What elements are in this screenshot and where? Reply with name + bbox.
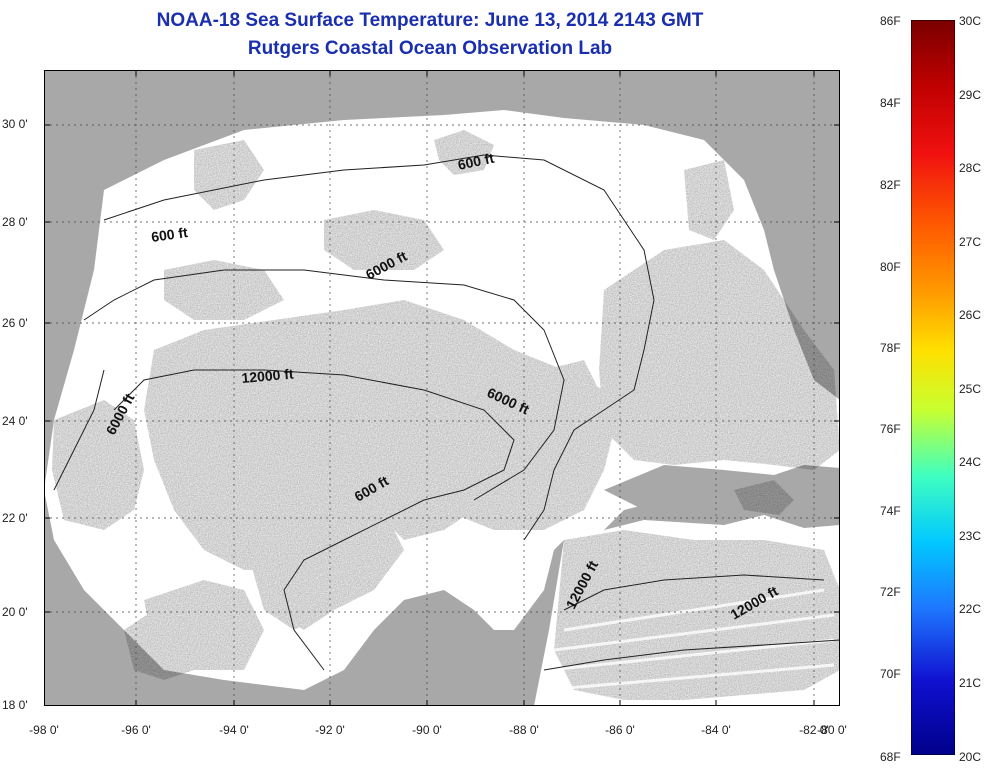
colorbar-c-label: 21C (959, 676, 982, 690)
colorbar-c-label: 23C (959, 529, 982, 543)
graticule (44, 70, 840, 706)
lat-label: 28 0' (2, 215, 28, 229)
temperature-colorbar (911, 20, 955, 755)
colorbar-f-label: 82F (880, 178, 901, 192)
lon-label: -94 0' (219, 723, 249, 737)
lon-label: -90 0' (412, 723, 442, 737)
colorbar-f-label: 70F (880, 667, 901, 681)
colorbar-f-label: 78F (880, 341, 901, 355)
colorbar-c-label: 29C (959, 88, 982, 102)
colorbar-f-label: 76F (880, 422, 901, 436)
sst-map: 600 ft 600 ft 6000 ft 12000 ft 6000 ft 6… (44, 70, 840, 706)
colorbar-c-label: 28C (959, 161, 982, 175)
contour-label: 12000 ft (241, 365, 295, 386)
bathymetry-contours (53, 154, 840, 671)
frame-ticks (44, 70, 840, 706)
cloud-streaks (543, 588, 835, 692)
lat-label: 20 0' (2, 605, 28, 619)
lat-label: 22 0' (2, 511, 28, 525)
colorbar-f-label: 72F (880, 585, 901, 599)
lon-label: -86 0' (605, 723, 635, 737)
colorbar-f-label: 80F (880, 260, 901, 274)
contour-label: 600 ft (150, 224, 189, 245)
colorbar-c-label: 30C (959, 14, 982, 28)
lon-label: -88 0' (509, 723, 539, 737)
sst-patches (52, 130, 840, 700)
colorbar-c-label: 22C (959, 602, 982, 616)
lat-label: 18 0' (2, 698, 28, 712)
colorbar-c-label: 20C (959, 750, 982, 764)
map-frame (44, 70, 840, 706)
florida-land (744, 70, 840, 390)
lat-label: 24 0' (2, 414, 28, 428)
yucatan-land (324, 540, 564, 706)
lon-label: -98 0' (29, 723, 59, 737)
lon-label: -80 0' (817, 723, 847, 737)
colorbar-f-label: 86F (880, 14, 901, 28)
colorbar-c-label: 24C (959, 455, 982, 469)
colorbar-f-label: 68F (880, 750, 901, 764)
colorbar-f-label: 84F (880, 96, 901, 110)
lon-label: -82 0' (799, 723, 829, 737)
colorbar-c-label: 25C (959, 382, 982, 396)
lat-label: 26 0' (2, 316, 28, 330)
colorbar-f-label: 74F (880, 504, 901, 518)
colorbar-fill (911, 20, 955, 755)
colorbar-c-label: 26C (959, 308, 982, 322)
colorbar-c-label: 27C (959, 235, 982, 249)
lon-label: -92 0' (315, 723, 345, 737)
lat-label: 30 0' (2, 117, 28, 131)
contour-label: 600 ft (456, 150, 495, 173)
lon-label: -96 0' (121, 723, 151, 737)
map-title: NOAA-18 Sea Surface Temperature: June 13… (156, 10, 704, 31)
lon-label: -84 0' (701, 723, 731, 737)
map-subtitle: Rutgers Coastal Ocean Observation Lab (247, 38, 613, 59)
